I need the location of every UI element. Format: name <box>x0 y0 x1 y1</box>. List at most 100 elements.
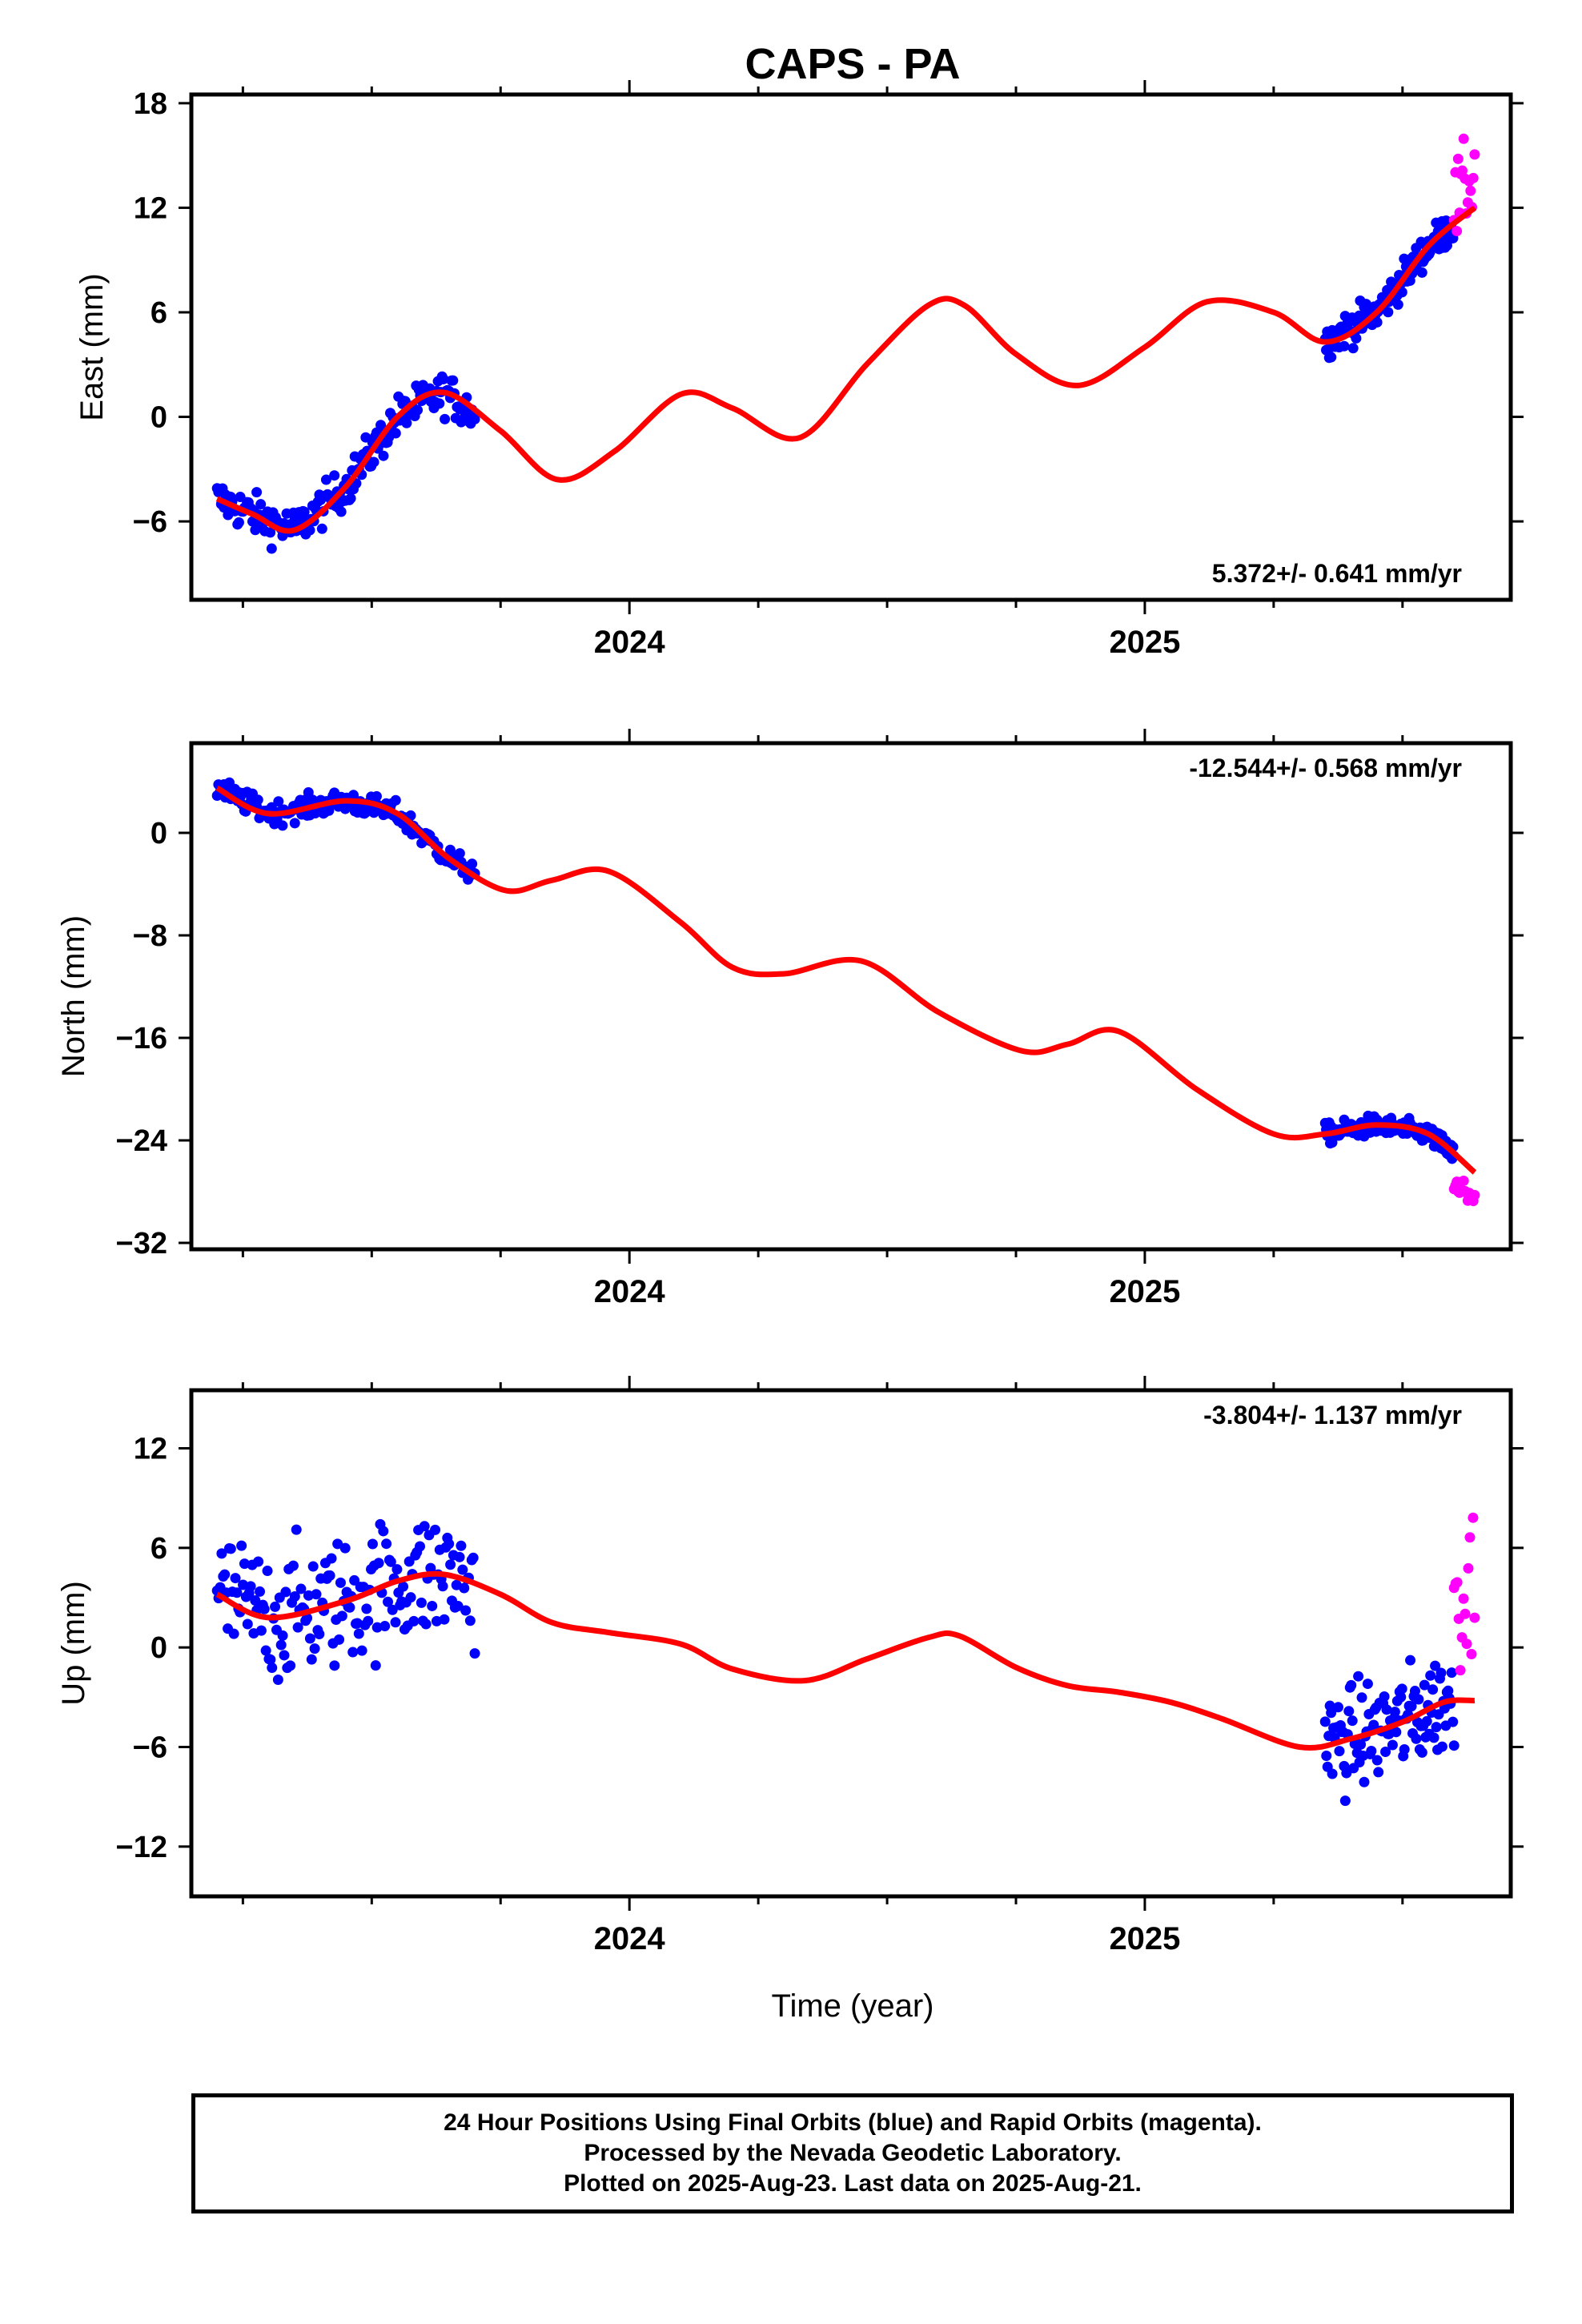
final-orbit-point <box>314 1628 325 1639</box>
final-orbit-point <box>468 1552 479 1563</box>
final-orbit-point <box>378 1526 389 1537</box>
final-orbit-point <box>1371 1755 1383 1766</box>
panel-1: 18 12 6 0 −6 2024 2025 East (mm) 5.372+/- 0.641 … <box>74 80 1524 660</box>
final-orbit-point <box>233 517 244 528</box>
final-orbit-point <box>1327 1137 1338 1148</box>
final-orbit-point <box>236 1540 247 1551</box>
final-orbit-point <box>273 796 284 807</box>
y-tick-label: 0 <box>151 817 167 850</box>
final-orbit-point <box>444 1538 455 1550</box>
final-orbit-point <box>1419 1679 1430 1691</box>
panel-frame <box>189 92 1513 602</box>
final-orbit-point <box>454 848 465 859</box>
final-orbit-point <box>383 1596 394 1607</box>
final-orbit-point <box>460 1605 472 1616</box>
final-orbit-point <box>434 398 445 409</box>
final-orbit-point <box>1347 343 1359 354</box>
final-orbit-point <box>324 1570 335 1581</box>
rapid-orbit-point <box>1460 1608 1471 1619</box>
final-orbit-point <box>469 1648 480 1659</box>
final-orbit-point <box>326 1553 337 1564</box>
final-orbit-point <box>452 1601 464 1612</box>
final-orbit-point <box>1353 1671 1364 1682</box>
final-orbit-point <box>339 1542 351 1554</box>
final-orbit-point <box>280 1586 291 1598</box>
final-orbit-point <box>1355 1739 1367 1750</box>
final-orbit-point <box>398 1581 409 1592</box>
x-tick-label: 2025 <box>1109 625 1180 660</box>
final-orbit-point <box>320 474 331 485</box>
final-orbit-point <box>309 1643 320 1655</box>
final-orbit-point <box>1339 340 1350 352</box>
final-orbit-point <box>306 1654 317 1665</box>
final-orbit-point <box>292 1622 303 1633</box>
panel-frame <box>189 741 1513 1252</box>
final-orbit-point <box>1428 1732 1439 1743</box>
final-orbit-point <box>251 487 263 498</box>
final-orbit-point <box>1392 299 1403 310</box>
final-orbit-point <box>335 1577 346 1588</box>
final-orbit-point <box>242 1618 253 1630</box>
final-orbit-point <box>456 1540 467 1551</box>
final-orbit-point <box>1327 1768 1338 1779</box>
final-orbit-point <box>385 1556 396 1567</box>
x-tick-label: 2025 <box>1109 1921 1180 1956</box>
final-orbit-point <box>329 1660 340 1671</box>
final-orbit-point <box>438 373 449 384</box>
y-tick-label: 18 <box>134 87 167 121</box>
final-orbit-point <box>1334 1746 1345 1757</box>
rapid-orbit-point <box>1469 149 1480 160</box>
final-orbit-point <box>368 456 379 468</box>
final-orbit-point <box>412 404 424 416</box>
final-orbit-point <box>457 1564 468 1575</box>
x-axis-label: Time (year) <box>772 1988 934 2024</box>
panel-3: 12 6 0 −6 −12 2024 2025 Up (mm) -3.804+/- 1.137 … <box>56 1376 1524 1956</box>
final-orbit-point <box>265 527 276 538</box>
x-tick-label: 2024 <box>594 1921 666 1956</box>
x-tick-label: 2024 <box>594 1274 666 1309</box>
velocity-rate-label: -12.544+/- 0.568 mm/yr <box>1189 754 1462 782</box>
final-orbit-point <box>216 1548 227 1559</box>
final-orbit-point <box>277 820 288 831</box>
final-orbit-point <box>260 1645 271 1656</box>
final-orbit-point <box>1326 1707 1337 1719</box>
final-orbit-point <box>239 1558 250 1570</box>
final-orbit-point <box>1380 1746 1391 1757</box>
final-orbit-point <box>1406 1701 1417 1712</box>
final-orbit-point <box>1346 1679 1357 1691</box>
final-orbit-point <box>311 1589 322 1600</box>
final-orbit-point <box>1381 1704 1392 1715</box>
final-orbit-point <box>370 1660 381 1671</box>
final-orbit-point <box>390 1617 401 1628</box>
final-orbit-point <box>1389 1707 1400 1718</box>
final-orbit-point <box>299 506 310 517</box>
final-orbit-point <box>1446 1667 1457 1679</box>
final-orbit-point <box>469 413 480 424</box>
final-orbit-point <box>289 818 300 829</box>
rapid-orbit-point <box>1468 172 1479 183</box>
final-orbit-point <box>381 1538 392 1550</box>
final-orbit-point <box>349 1574 360 1586</box>
final-orbit-point <box>353 1628 364 1639</box>
rapid-orbit-point <box>1452 226 1463 237</box>
final-orbit-point <box>255 1586 266 1597</box>
final-orbit-point <box>379 1621 391 1632</box>
final-orbit-point <box>287 1560 299 1571</box>
final-orbit-point <box>1368 1719 1379 1731</box>
x-tick-label: 2024 <box>594 625 666 660</box>
final-orbit-point <box>1435 1667 1447 1679</box>
final-orbit-point <box>1339 1795 1351 1807</box>
y-tick-label: 0 <box>151 401 167 435</box>
final-orbit-point <box>1332 1702 1343 1713</box>
final-orbit-point <box>230 1573 241 1584</box>
final-orbit-point <box>367 1538 378 1550</box>
rapid-orbit-point <box>1461 1638 1472 1650</box>
final-orbit-point <box>378 450 389 461</box>
final-orbit-point <box>444 844 456 855</box>
final-orbit-point <box>1379 1691 1390 1702</box>
final-orbit-point <box>361 1603 372 1614</box>
final-orbit-point <box>1413 1694 1424 1705</box>
final-orbit-point <box>335 506 347 517</box>
final-orbit-point <box>467 858 478 870</box>
rapid-orbit-point <box>1463 1562 1474 1574</box>
